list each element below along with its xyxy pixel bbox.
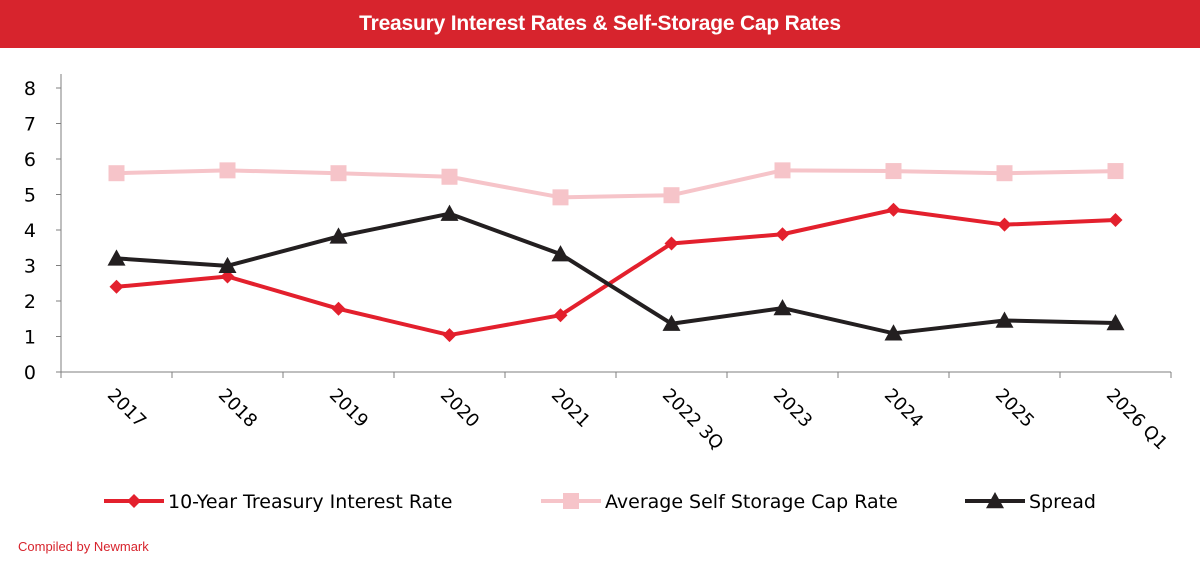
legend-10-year-treasury-interest-rate-marker xyxy=(127,494,141,508)
10-year-treasury-interest-rate-point xyxy=(442,328,457,343)
x-axis-ticks: 2017 2018 2019 2020 2021 2022 3Q 2023 2024 2025 2… xyxy=(60,372,1172,454)
y-tick-label: 5 xyxy=(24,185,36,207)
spread-point xyxy=(773,299,792,316)
spread-point xyxy=(995,311,1014,328)
10-year-treasury-interest-rate-point xyxy=(1108,213,1123,228)
x-tick-label: 2023 xyxy=(769,385,816,432)
x-tick-label: 2019 xyxy=(325,385,372,432)
average-self-storage-cap-rate-point xyxy=(441,168,458,185)
y-tick-label: 2 xyxy=(24,291,36,313)
x-tick-label: 2026 Q1 xyxy=(1102,385,1171,454)
y-tick-label: 7 xyxy=(24,114,36,136)
x-tick-label: 2024 xyxy=(880,385,927,432)
10-year-treasury-interest-rate-point xyxy=(331,301,346,316)
average-self-storage-cap-rate-point xyxy=(996,165,1013,182)
source-note: Compiled by Newmark xyxy=(18,539,149,554)
x-tick-label: 2025 xyxy=(991,385,1038,432)
average-self-storage-cap-rate-line xyxy=(116,168,1116,200)
spread-point xyxy=(329,227,348,244)
y-tick-label: 4 xyxy=(24,220,36,242)
x-tick-label: 2018 xyxy=(214,385,261,432)
average-self-storage-cap-rate-point xyxy=(1107,163,1124,180)
10-year-treasury-interest-rate-point xyxy=(997,217,1012,232)
chart-series xyxy=(107,162,1125,343)
spread-point xyxy=(551,245,570,262)
chart-title: Treasury Interest Rates & Self-Storage C… xyxy=(359,12,841,35)
x-tick-label: 2017 xyxy=(103,385,150,432)
legend-spread-marker xyxy=(986,492,1004,509)
chart-legend: 10-Year Treasury Interest Rate Average Se… xyxy=(104,491,1096,513)
spread-point xyxy=(218,256,237,274)
spread-point xyxy=(884,324,903,341)
spread-line xyxy=(116,211,1116,336)
10-year-treasury-interest-rate-point xyxy=(886,202,901,217)
y-axis-ticks: 0 1 2 3 4 5 6 7 8 xyxy=(24,78,61,384)
legend-average-self-storage-cap-rate-marker xyxy=(563,493,579,509)
x-tick-label: 2021 xyxy=(547,385,594,432)
10-year-treasury-interest-rate-point xyxy=(775,227,790,242)
10-year-treasury-interest-rate-point xyxy=(553,308,568,323)
average-self-storage-cap-rate-point xyxy=(885,163,902,180)
y-tick-label: 1 xyxy=(24,327,36,349)
average-self-storage-cap-rate-point xyxy=(552,189,569,206)
x-tick-label: 2022 3Q xyxy=(658,385,727,454)
10-year-treasury-interest-rate-point xyxy=(664,236,679,251)
average-self-storage-cap-rate-point xyxy=(663,187,680,204)
title-bar: Treasury Interest Rates & Self-Storage C… xyxy=(0,0,1200,48)
spread-point xyxy=(107,249,126,266)
average-self-storage-cap-rate-point xyxy=(219,162,236,179)
legend-average-self-storage-cap-rate-label: Average Self Storage Cap Rate xyxy=(605,491,898,513)
spread-point xyxy=(440,204,459,221)
legend-10-year-treasury-interest-rate-label: 10-Year Treasury Interest Rate xyxy=(168,491,452,513)
10-year-treasury-interest-rate-line xyxy=(116,207,1116,338)
chart-area: 0 1 2 3 4 5 6 7 8 2017 2018 2019 2020 2021 2022 3Q 202… xyxy=(24,74,1172,513)
y-tick-label: 8 xyxy=(24,78,36,100)
spread-point xyxy=(1106,314,1125,331)
spread-point xyxy=(662,314,681,331)
y-tick-label: 3 xyxy=(24,256,36,278)
average-self-storage-cap-rate-point xyxy=(774,162,791,179)
y-tick-label: 6 xyxy=(24,149,36,171)
average-self-storage-cap-rate-point xyxy=(108,165,125,182)
y-tick-label: 0 xyxy=(24,362,36,384)
average-self-storage-cap-rate-point xyxy=(330,165,347,182)
x-tick-label: 2020 xyxy=(436,385,483,432)
legend-spread-label: Spread xyxy=(1029,491,1096,513)
10-year-treasury-interest-rate-point xyxy=(109,279,124,294)
